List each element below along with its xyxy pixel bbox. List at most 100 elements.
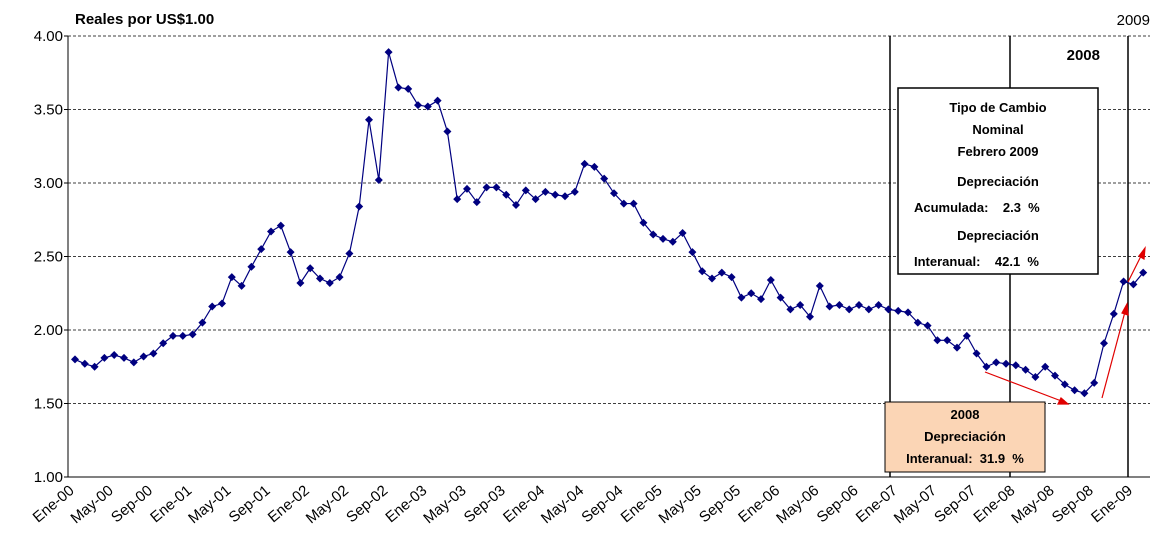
y-tick-label: 2.50 <box>34 249 63 266</box>
x-tick-label: Sep-06 <box>814 482 862 526</box>
data-point <box>943 336 952 345</box>
data-point <box>1119 277 1128 286</box>
data-point <box>394 83 403 92</box>
data-point <box>1080 389 1089 398</box>
data-point <box>100 353 109 362</box>
data-point <box>551 190 560 199</box>
data-point <box>972 349 981 358</box>
data-point <box>992 358 1001 367</box>
x-tick-label: Sep-07 <box>931 482 979 526</box>
y-tick-label: 3.00 <box>34 175 63 192</box>
x-tick-label: May-06 <box>773 482 822 527</box>
y-tick-label: 1.50 <box>34 396 63 413</box>
x-tick-label: May-05 <box>656 482 705 527</box>
data-point <box>894 306 903 315</box>
x-tick-label: Sep-01 <box>226 482 274 526</box>
data-point <box>384 48 393 57</box>
data-point <box>198 318 207 327</box>
data-point <box>649 230 658 239</box>
annotation-box <box>897 87 1099 275</box>
data-point <box>757 295 765 304</box>
x-tick-label: May-07 <box>891 482 940 527</box>
data-point <box>482 183 491 192</box>
data-point <box>139 352 148 361</box>
data-point <box>404 84 413 93</box>
annotation-text: Depreciación <box>957 174 1039 189</box>
x-tick-label: Ene-07 <box>853 482 901 526</box>
x-tick-label: Ene-04 <box>500 482 548 526</box>
data-point <box>610 189 618 198</box>
data-point <box>962 331 971 340</box>
data-point <box>629 199 638 208</box>
x-tick-label: May-01 <box>185 482 234 527</box>
data-point <box>257 245 266 254</box>
data-point <box>747 289 756 298</box>
data-point <box>600 174 609 183</box>
data-point <box>561 192 569 201</box>
data-point <box>90 362 99 371</box>
data-point <box>815 281 824 290</box>
x-tick-label: Ene-00 <box>30 482 78 526</box>
data-point <box>325 278 334 287</box>
data-point <box>80 359 89 368</box>
annotation-box <box>884 401 1046 473</box>
data-point <box>443 127 452 136</box>
data-point <box>953 343 961 352</box>
data-point <box>149 349 158 358</box>
annotation-text: Acumulada: 2.3 % <box>914 200 1040 215</box>
data-point <box>796 301 805 310</box>
data-point <box>678 228 687 237</box>
data-point <box>923 321 932 330</box>
data-point <box>904 308 912 317</box>
y-tick-label: 1.00 <box>34 469 63 486</box>
x-tick-label: Sep-00 <box>108 482 156 526</box>
data-point <box>355 202 364 211</box>
axis-title: Reales por US$1.00 <box>75 11 214 28</box>
x-tick-label: Sep-03 <box>461 482 509 526</box>
year-label: 2008 <box>1067 47 1100 64</box>
data-point <box>110 350 119 359</box>
data-point <box>237 281 246 290</box>
data-point <box>776 293 785 302</box>
data-point <box>1041 362 1050 371</box>
data-point <box>71 355 79 364</box>
data-point <box>531 195 540 204</box>
annotation-text: Tipo de Cambio <box>949 100 1046 115</box>
data-point <box>453 195 462 204</box>
data-point <box>1051 371 1059 380</box>
data-point <box>1100 339 1108 348</box>
data-point <box>159 339 168 348</box>
data-point <box>845 305 854 314</box>
x-tick-label: Sep-02 <box>343 482 391 526</box>
data-point <box>316 274 324 283</box>
data-point <box>884 305 893 314</box>
data-point <box>806 312 814 321</box>
x-tick-label: May-08 <box>1008 482 1057 527</box>
x-tick-label: May-04 <box>538 482 587 527</box>
x-tick-label: Ene-01 <box>147 482 195 526</box>
x-tick-label: May-03 <box>420 482 469 527</box>
data-point <box>188 330 197 339</box>
data-point <box>521 186 530 195</box>
x-tick-label: Ene-06 <box>735 482 783 526</box>
annotation-text: Interanual: 31.9 % <box>906 451 1024 466</box>
data-point <box>590 162 599 171</box>
arrows <box>984 245 1146 405</box>
x-tick-label: Sep-08 <box>1049 482 1097 526</box>
data-point <box>933 336 942 345</box>
data-point <box>708 274 716 283</box>
data-point <box>570 187 579 196</box>
x-tick-label: Ene-09 <box>1088 482 1136 526</box>
data-point <box>1011 361 1020 370</box>
annotation-text: Depreciación <box>957 228 1039 243</box>
data-point <box>296 278 305 287</box>
data-point <box>580 159 589 168</box>
data-point <box>766 276 775 285</box>
data-point <box>492 183 501 192</box>
x-tick-label: May-02 <box>303 482 352 527</box>
annotation-text: Febrero 2009 <box>958 144 1039 159</box>
annotation-text: Interanual: 42.1 % <box>914 254 1039 269</box>
x-tick-label: Ene-03 <box>382 482 430 526</box>
data-point <box>218 299 226 308</box>
